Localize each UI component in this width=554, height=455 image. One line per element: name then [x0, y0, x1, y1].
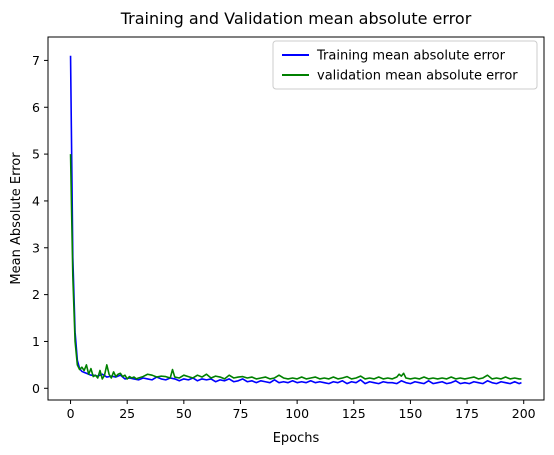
y-axis-label: Mean Absolute Error [9, 152, 24, 285]
legend-box [272, 40, 538, 90]
chart-title: Training and Validation mean absolute er… [120, 9, 472, 28]
legend: Training mean absolute error validation m… [272, 40, 538, 90]
y-tick-label: 0 [32, 381, 40, 396]
plot-frame [47, 36, 545, 401]
series-line-1 [69, 55, 522, 385]
x-tick-label: 25 [119, 406, 135, 421]
legend-entry: Training mean absolute error [316, 49, 506, 64]
y-tick-label: 2 [32, 287, 40, 302]
x-tick-label: 150 [398, 406, 422, 421]
x-tick-label: 125 [342, 406, 366, 421]
x-tick-label: 75 [233, 406, 249, 421]
y-axis: 0 1 2 3 4 5 6 7 [32, 53, 48, 396]
y-tick-label: 3 [32, 240, 40, 255]
y-tick-label: 1 [32, 334, 40, 349]
y-tick-label: 6 [32, 100, 40, 115]
y-tick-label: 7 [32, 53, 40, 68]
x-tick-label: 100 [285, 406, 309, 421]
series-layer [69, 55, 522, 385]
y-tick-label: 5 [32, 147, 40, 162]
series-line-2 [69, 154, 522, 380]
x-tick-label: 175 [455, 406, 479, 421]
y-tick-label: 4 [32, 193, 40, 208]
x-tick-label: 200 [512, 406, 536, 421]
legend-entry: validation mean absolute error [317, 69, 518, 84]
x-axis-label: Epochs [273, 431, 320, 446]
x-axis: 0 25 50 75 100 125 150 175 200 [67, 400, 536, 421]
x-tick-label: 50 [176, 406, 192, 421]
x-tick-label: 0 [67, 406, 75, 421]
